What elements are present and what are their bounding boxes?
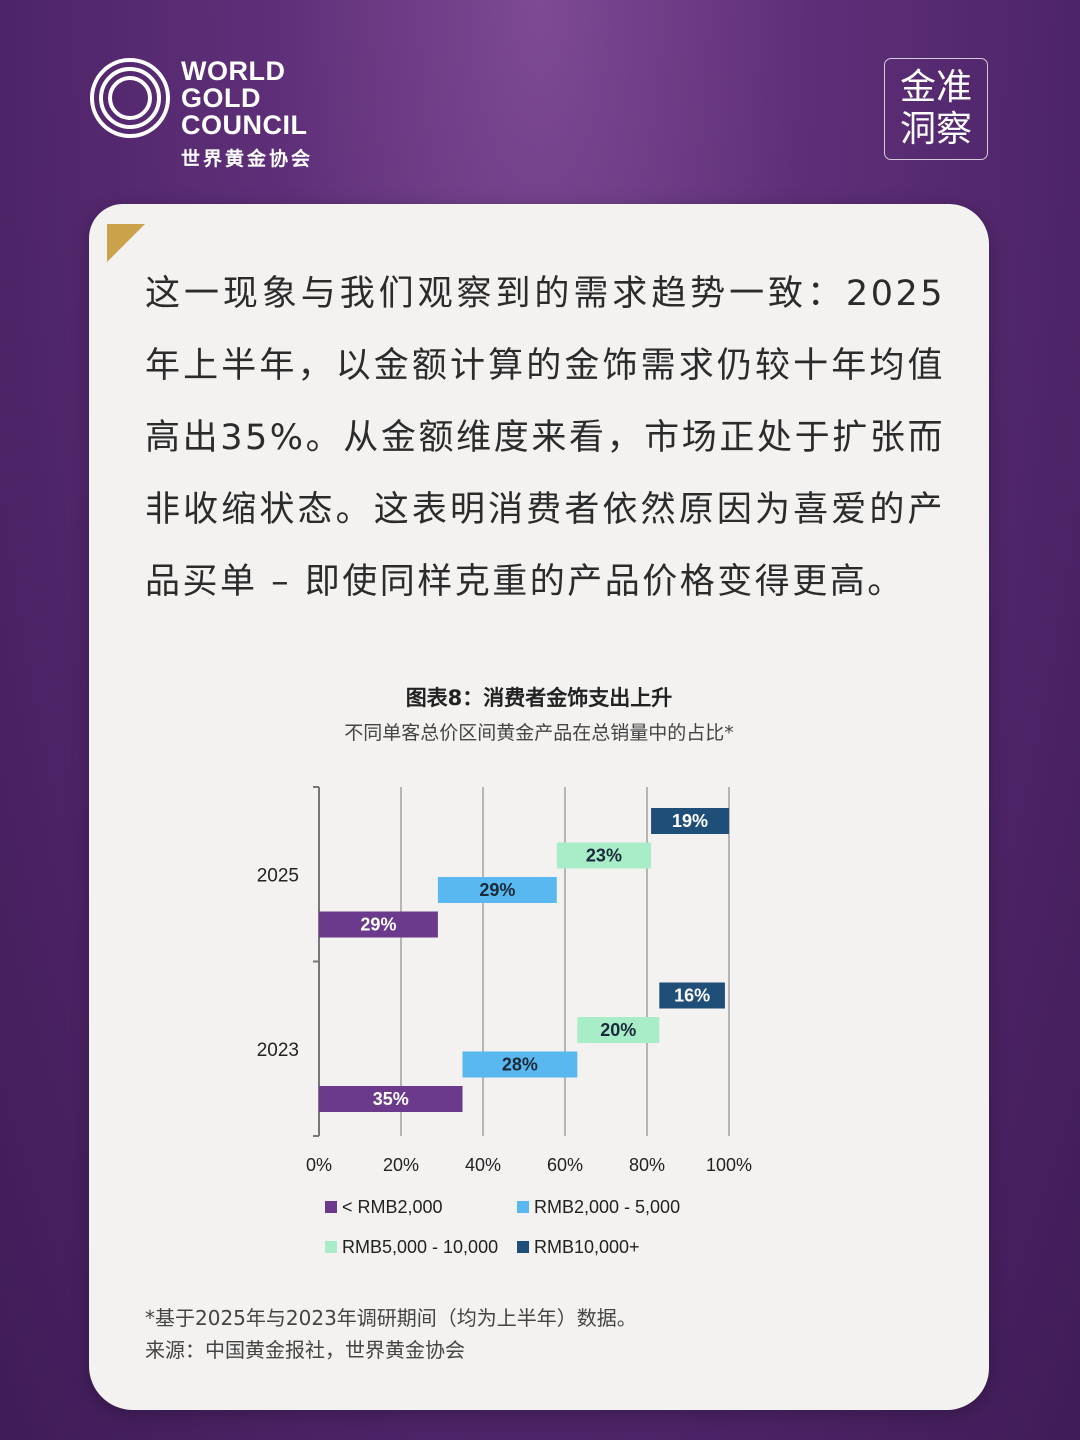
bar-data-label: 19% (672, 811, 708, 831)
legend-swatch (325, 1201, 337, 1213)
bar-data-label: 28% (502, 1055, 538, 1075)
bar-data-label: 29% (360, 915, 396, 935)
legend-label: RMB10,000+ (534, 1237, 640, 1257)
stacked-bar-chart: 0% 20% 40% 60% 80% 100% 2025 29% 29% 23% 19% 2023 35… (257, 786, 752, 1257)
x-tick-label: 20% (383, 1155, 419, 1175)
bar-segment (462, 1051, 578, 1078)
bar-segment (659, 982, 725, 1009)
legend-label: RMB5,000 - 10,000 (342, 1237, 498, 1257)
legend-label: < RMB2,000 (342, 1197, 443, 1217)
legend-swatch (325, 1241, 337, 1253)
bar-data-label: 20% (600, 1020, 636, 1040)
chart-footnote: *基于2025年与2023年调研期间（均为上半年）数据。 (145, 1306, 637, 1330)
bar-segment (651, 808, 729, 834)
legend-label: RMB2,000 - 5,000 (534, 1197, 680, 1217)
bar-data-label: 16% (674, 986, 710, 1006)
bar-segment (556, 842, 652, 869)
bar-segment (577, 1017, 660, 1043)
category-label: 2023 (257, 1040, 299, 1061)
legend-swatch (517, 1241, 529, 1253)
chart-source: 来源：中国黄金报社，世界黄金协会 (145, 1338, 465, 1362)
content-card: 这一现象与我们观察到的需求趋势一致：2025年上半年，以金额计算的金饰需求仍较十… (89, 204, 989, 1410)
x-tick-label: 0% (306, 1155, 332, 1175)
bar-segment (319, 911, 438, 938)
brand-logo-block: WORLD GOLD COUNCIL 世界黄金协会 (88, 56, 348, 176)
brand-name-line3: COUNCIL (181, 110, 308, 140)
bar-segment (437, 877, 557, 903)
bar-segment (319, 1086, 463, 1112)
body-paragraph: 这一现象与我们观察到的需求趋势一致：2025年上半年，以金额计算的金饰需求仍较十… (145, 274, 945, 602)
brand-name-chinese: 世界黄金协会 (181, 148, 314, 170)
badge-line1: 金准 (899, 67, 972, 108)
bar-data-label: 35% (373, 1089, 409, 1109)
x-tick-label: 100% (706, 1155, 752, 1175)
x-tick-label: 80% (629, 1155, 665, 1175)
corner-accent-icon (107, 224, 145, 262)
legend-swatch (517, 1201, 529, 1213)
brand-name-line2: GOLD (181, 83, 261, 113)
badge-line2: 洞察 (899, 109, 972, 150)
chart-subtitle: 不同单客总价区间黄金产品在总销量中的占比* (344, 722, 734, 744)
brand-name-line1: WORLD (181, 56, 286, 86)
world-gold-council-logo-icon (90, 58, 170, 138)
x-tick-label: 40% (465, 1155, 501, 1175)
bar-data-label: 29% (479, 880, 515, 900)
insight-badge: 金准 洞察 (884, 58, 988, 160)
chart-title: 图表8：消费者金饰支出上升 (405, 686, 673, 710)
bar-data-label: 23% (586, 846, 622, 866)
x-tick-label: 60% (547, 1155, 583, 1175)
category-label: 2025 (257, 865, 299, 886)
